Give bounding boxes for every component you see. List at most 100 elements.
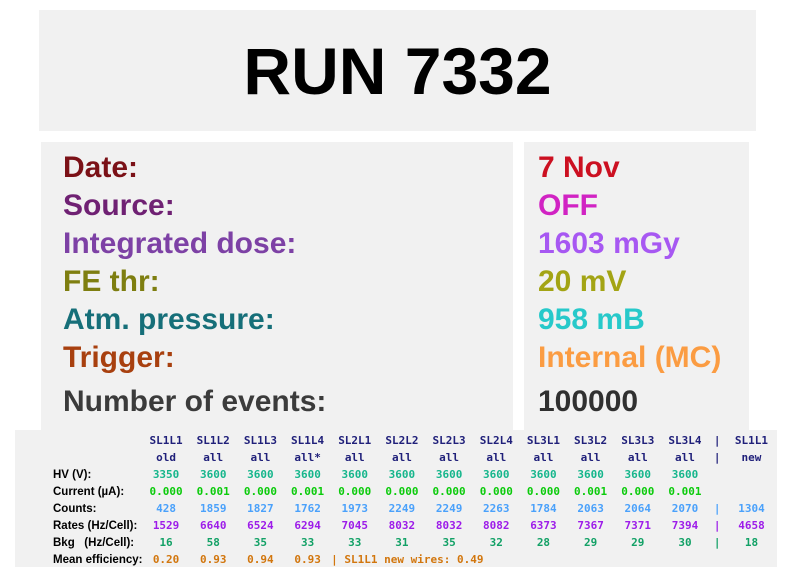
table-cell: all (250, 451, 271, 464)
cell-separator (709, 466, 726, 483)
row-label-bkg: Bkg (Hz/Cell): (53, 536, 135, 549)
value-trigger: Internal (MC) (538, 341, 722, 374)
table-cell-extra: 18 (744, 536, 759, 549)
row-label-blank (53, 432, 142, 449)
table-cell: 0.000 (149, 485, 183, 498)
row-label-current: Current (µA): (53, 485, 125, 498)
column-separator: | (713, 434, 721, 447)
table-row-efficiency: Mean efficiency: 0.20 0.93 0.94 0.93 | S… (53, 551, 777, 568)
value-atm-pressure: 958 mB (538, 303, 645, 336)
column-header: SL2L1 (338, 434, 372, 447)
cell-separator: | (713, 536, 721, 549)
column-header: SL3L3 (621, 434, 655, 447)
label-integrated-dose: Integrated dose: (63, 227, 297, 260)
table-cell: 30 (678, 536, 692, 549)
table-cell: 2063 (577, 502, 604, 515)
table-cell: 0.000 (526, 485, 560, 498)
row-label-counts: Counts: (53, 502, 97, 515)
table-cell: 2249 (435, 502, 463, 515)
table-cell: 0.001 (196, 485, 230, 498)
table-cell: 0.94 (247, 553, 274, 566)
table-cell: all (203, 451, 224, 464)
table-cell: old (156, 451, 176, 464)
table-cell: 6524 (247, 519, 274, 532)
column-header: SL1L3 (243, 434, 277, 447)
table-cell: 3600 (435, 468, 463, 481)
table-cell: 0.001 (668, 485, 702, 498)
table-cell: 35 (253, 536, 268, 549)
column-header: SL2L4 (479, 434, 513, 447)
table-cell: 7394 (671, 519, 699, 532)
table-cell: 0.93 (199, 553, 227, 566)
label-num-events: Number of events: (63, 385, 327, 418)
table-cell: all (627, 451, 648, 464)
table-cell-extra: new (741, 451, 762, 464)
table-cell: 1973 (341, 502, 369, 515)
table-cell: 7045 (341, 519, 369, 532)
cell-separator (709, 483, 726, 500)
table-cell: 3600 (577, 468, 604, 481)
table-cell: 6373 (530, 519, 557, 532)
column-header: SL2L3 (432, 434, 466, 447)
table-cell: 0.000 (338, 485, 372, 498)
table-cell: all (344, 451, 365, 464)
value-source: OFF (538, 189, 598, 222)
table-cell: all (580, 451, 601, 464)
run-title: RUN 7332 (243, 33, 552, 108)
cell-separator: | (713, 451, 721, 464)
table-cell: 3600 (247, 468, 274, 481)
table-row-bkg: Bkg (Hz/Cell): 16 58 35 33 33 31 35 32 2… (53, 534, 777, 551)
table-cell: 0.20 (152, 553, 180, 566)
table-cell: 0.93 (294, 553, 321, 566)
table-cell: 31 (395, 536, 409, 549)
table-cell-extra (726, 466, 777, 483)
table-cell: 33 (300, 536, 315, 549)
label-date: Date: (63, 151, 139, 184)
table-cell: 35 (442, 536, 456, 549)
table-cell: 2064 (624, 502, 652, 515)
column-header: SL3L1 (526, 434, 560, 447)
table-cell-extra: 4658 (738, 519, 765, 532)
value-integrated-dose: 1603 mGy (538, 227, 680, 260)
table-cell: all (486, 451, 507, 464)
info-labels-panel: Date: Source: Integrated dose: FE thr: A… (41, 142, 513, 431)
table-cell: 3600 (199, 468, 227, 481)
label-source: Source: (63, 189, 175, 222)
table-cell: 3600 (388, 468, 416, 481)
row-label-hv: HV (V): (53, 468, 92, 481)
table-cell: 3600 (671, 468, 699, 481)
table-cell: 3600 (530, 468, 557, 481)
table-row-current: Current (µA): 0.000 0.001 0.000 0.001 0.… (53, 483, 777, 500)
row-label-blank (53, 449, 142, 466)
info-values-panel: 7 Nov OFF 1603 mGy 20 mV 958 mB Internal… (524, 142, 749, 431)
table-cell: all (533, 451, 554, 464)
table-cell: 29 (583, 536, 598, 549)
table-cell: 6640 (199, 519, 227, 532)
value-num-events: 100000 (538, 385, 639, 418)
row-label-rates: Rates (Hz/Cell): (53, 519, 138, 532)
table-cell: 1529 (152, 519, 180, 532)
table-cell: 32 (489, 536, 503, 549)
table-cell: 8032 (388, 519, 416, 532)
table-cell: 428 (156, 502, 176, 515)
table-cell: 2263 (483, 502, 510, 515)
table-cell: all (439, 451, 460, 464)
table-cell: 0.000 (479, 485, 513, 498)
title-panel: RUN 7332 (39, 10, 756, 131)
table-cell: 29 (631, 536, 645, 549)
table-cell: all* (294, 451, 321, 464)
table-cell: all (391, 451, 412, 464)
table-cell: 33 (348, 536, 362, 549)
table-cell: 2249 (388, 502, 416, 515)
table-cell: 1859 (199, 502, 227, 515)
table-cell: all (675, 451, 695, 464)
table-cell: 0.000 (243, 485, 277, 498)
table-cell: 8082 (483, 519, 510, 532)
table-cell: 3600 (294, 468, 321, 481)
table-cell: 16 (159, 536, 173, 549)
table-cell: 3350 (152, 468, 180, 481)
row-label-efficiency: Mean efficiency: (53, 553, 143, 566)
table-cell: 3600 (483, 468, 510, 481)
table-cell: 7371 (624, 519, 652, 532)
table-cell: 3600 (624, 468, 652, 481)
